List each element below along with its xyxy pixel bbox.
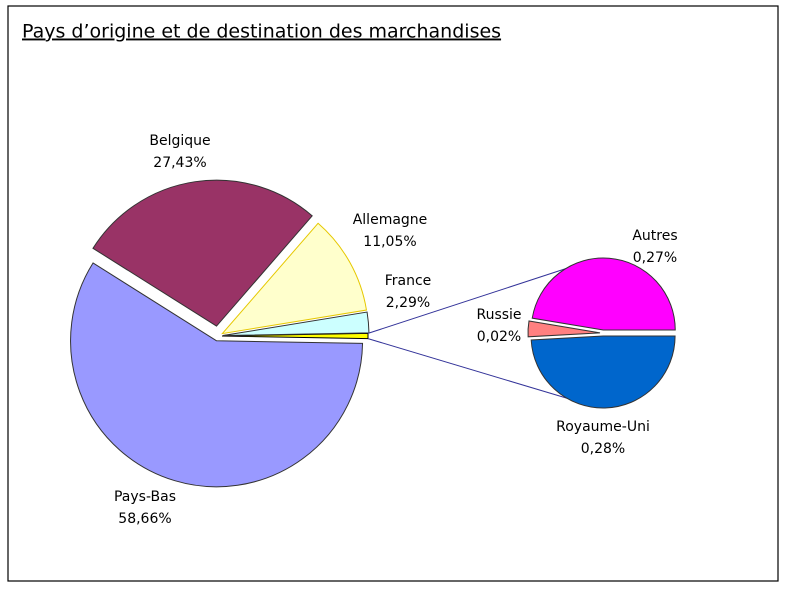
value-label: 58,66% — [118, 511, 171, 527]
slice-label: Belgique — [149, 133, 210, 149]
slice-label: Autres — [632, 228, 677, 244]
slice-label: Allemagne — [353, 212, 428, 228]
slice-label: Royaume-Uni — [556, 419, 650, 435]
pie-slice — [70, 262, 364, 488]
value-label: 0,27% — [633, 250, 677, 266]
sub-pie-slice — [530, 335, 676, 409]
connector-line — [367, 338, 584, 404]
value-label: 2,29% — [386, 295, 430, 311]
connector-line — [367, 262, 584, 334]
chart-title: Pays d’origine et de destination des mar… — [22, 21, 501, 43]
sub-pie-slice — [527, 320, 601, 338]
value-label: 11,05% — [363, 234, 416, 250]
slice-label: Pays-Bas — [114, 489, 176, 505]
value-label: 27,43% — [153, 155, 206, 171]
slice-label: France — [385, 273, 432, 289]
pie-slice — [92, 179, 313, 327]
value-label: 0,02% — [477, 329, 521, 345]
sub-pie-slice — [531, 257, 676, 331]
slice-label: Russie — [476, 307, 521, 323]
value-label: 0,28% — [581, 441, 625, 457]
pie-slice — [221, 222, 368, 335]
